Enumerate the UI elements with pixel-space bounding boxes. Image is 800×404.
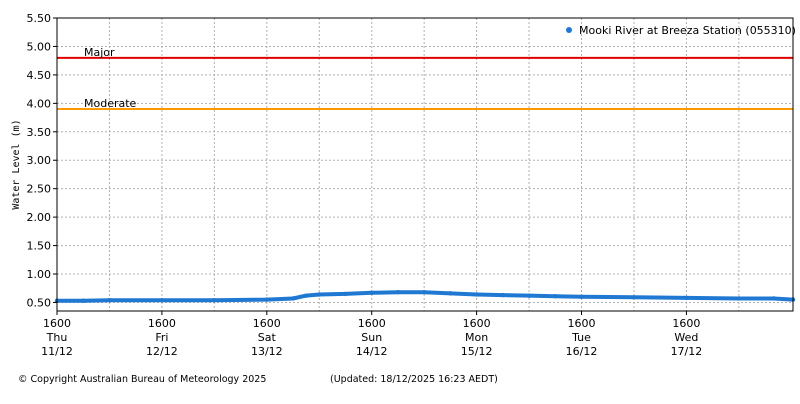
series-point <box>343 291 348 297</box>
x-tick-label: 1600 <box>253 317 281 330</box>
x-tick-label: Mon <box>465 331 488 344</box>
x-tick-label: 16/12 <box>566 345 598 358</box>
threshold-layer: Major Moderate <box>57 46 793 111</box>
y-tick-label: 4.00 <box>27 97 52 110</box>
series-point <box>107 297 112 303</box>
series-point <box>212 297 217 303</box>
y-tick-label: 3.00 <box>27 154 52 167</box>
series-point <box>421 290 427 295</box>
x-tick-label: Sun <box>361 331 382 344</box>
x-tick-label: 1600 <box>358 317 386 330</box>
x-tick-label: 13/12 <box>251 345 283 358</box>
y-tick-label: 2.00 <box>27 211 52 224</box>
x-tick-label: 15/12 <box>461 345 493 358</box>
x-tick-label: Fri <box>155 331 168 344</box>
grid-layer <box>56 17 793 311</box>
threshold-label-major: Major <box>84 46 115 59</box>
x-tick-label: Sat <box>258 331 277 344</box>
x-tick-label: Tue <box>571 331 591 344</box>
plot-frame <box>56 17 794 312</box>
x-tick-label: 1600 <box>463 317 491 330</box>
x-tick-label: 14/12 <box>356 345 388 358</box>
series-point <box>264 297 270 302</box>
series-point <box>303 293 309 298</box>
y-tick-label: 2.50 <box>27 183 52 196</box>
x-tick-label: 17/12 <box>671 345 703 358</box>
series-point <box>369 290 374 295</box>
series-point <box>317 292 322 297</box>
series-point <box>771 296 777 301</box>
threshold-label-moderate: Moderate <box>84 97 137 110</box>
legend-marker <box>566 27 572 33</box>
series-point <box>526 293 532 298</box>
series-point <box>159 297 165 303</box>
y-tick-label: 1.00 <box>27 268 52 281</box>
series-point <box>553 294 558 299</box>
y-tick-label: 4.50 <box>27 69 52 82</box>
series-point <box>448 291 453 296</box>
copyright-text: © Copyright Australian Bureau of Meteoro… <box>18 374 267 385</box>
x-tick-label: Thu <box>46 331 68 344</box>
x-tick-label: 12/12 <box>146 345 178 358</box>
series-point <box>684 295 689 301</box>
x-tick-label: 11/12 <box>41 345 73 358</box>
updated-timestamp: (Updated: 18/12/2025 16:23 AEDT) <box>330 374 498 385</box>
series-line <box>55 290 795 303</box>
series-point <box>81 298 86 303</box>
y-tick-label: 5.00 <box>27 40 52 53</box>
y-tick-label: 3.50 <box>27 126 52 139</box>
series-point <box>500 292 506 298</box>
axis-layer: 0.50 1.00 1.50 2.00 2.50 3.00 3.50 4.00 4.50 5.00… <box>27 12 703 358</box>
y-tick-label: 0.50 <box>27 296 52 309</box>
series-point <box>579 294 584 299</box>
series-point <box>736 296 742 301</box>
x-tick-label: 1600 <box>672 317 700 330</box>
series-point <box>395 290 401 295</box>
x-tick-label: 1600 <box>43 317 71 330</box>
y-tick-label: 1.50 <box>27 240 52 253</box>
legend: Mooki River at Breeza Station (055310) <box>566 24 796 37</box>
y-axis-label: Water Level (m) <box>11 119 22 209</box>
series-point <box>474 292 479 297</box>
y-tick-label: 5.50 <box>27 12 52 25</box>
x-tick-label: 1600 <box>568 317 596 330</box>
series-point <box>290 296 296 301</box>
series-layer <box>54 290 796 303</box>
x-tick-label: Wed <box>674 331 698 344</box>
x-tick-label: 1600 <box>148 317 176 330</box>
series-point <box>631 295 637 300</box>
legend-label: Mooki River at Breeza Station (055310) <box>579 24 796 37</box>
